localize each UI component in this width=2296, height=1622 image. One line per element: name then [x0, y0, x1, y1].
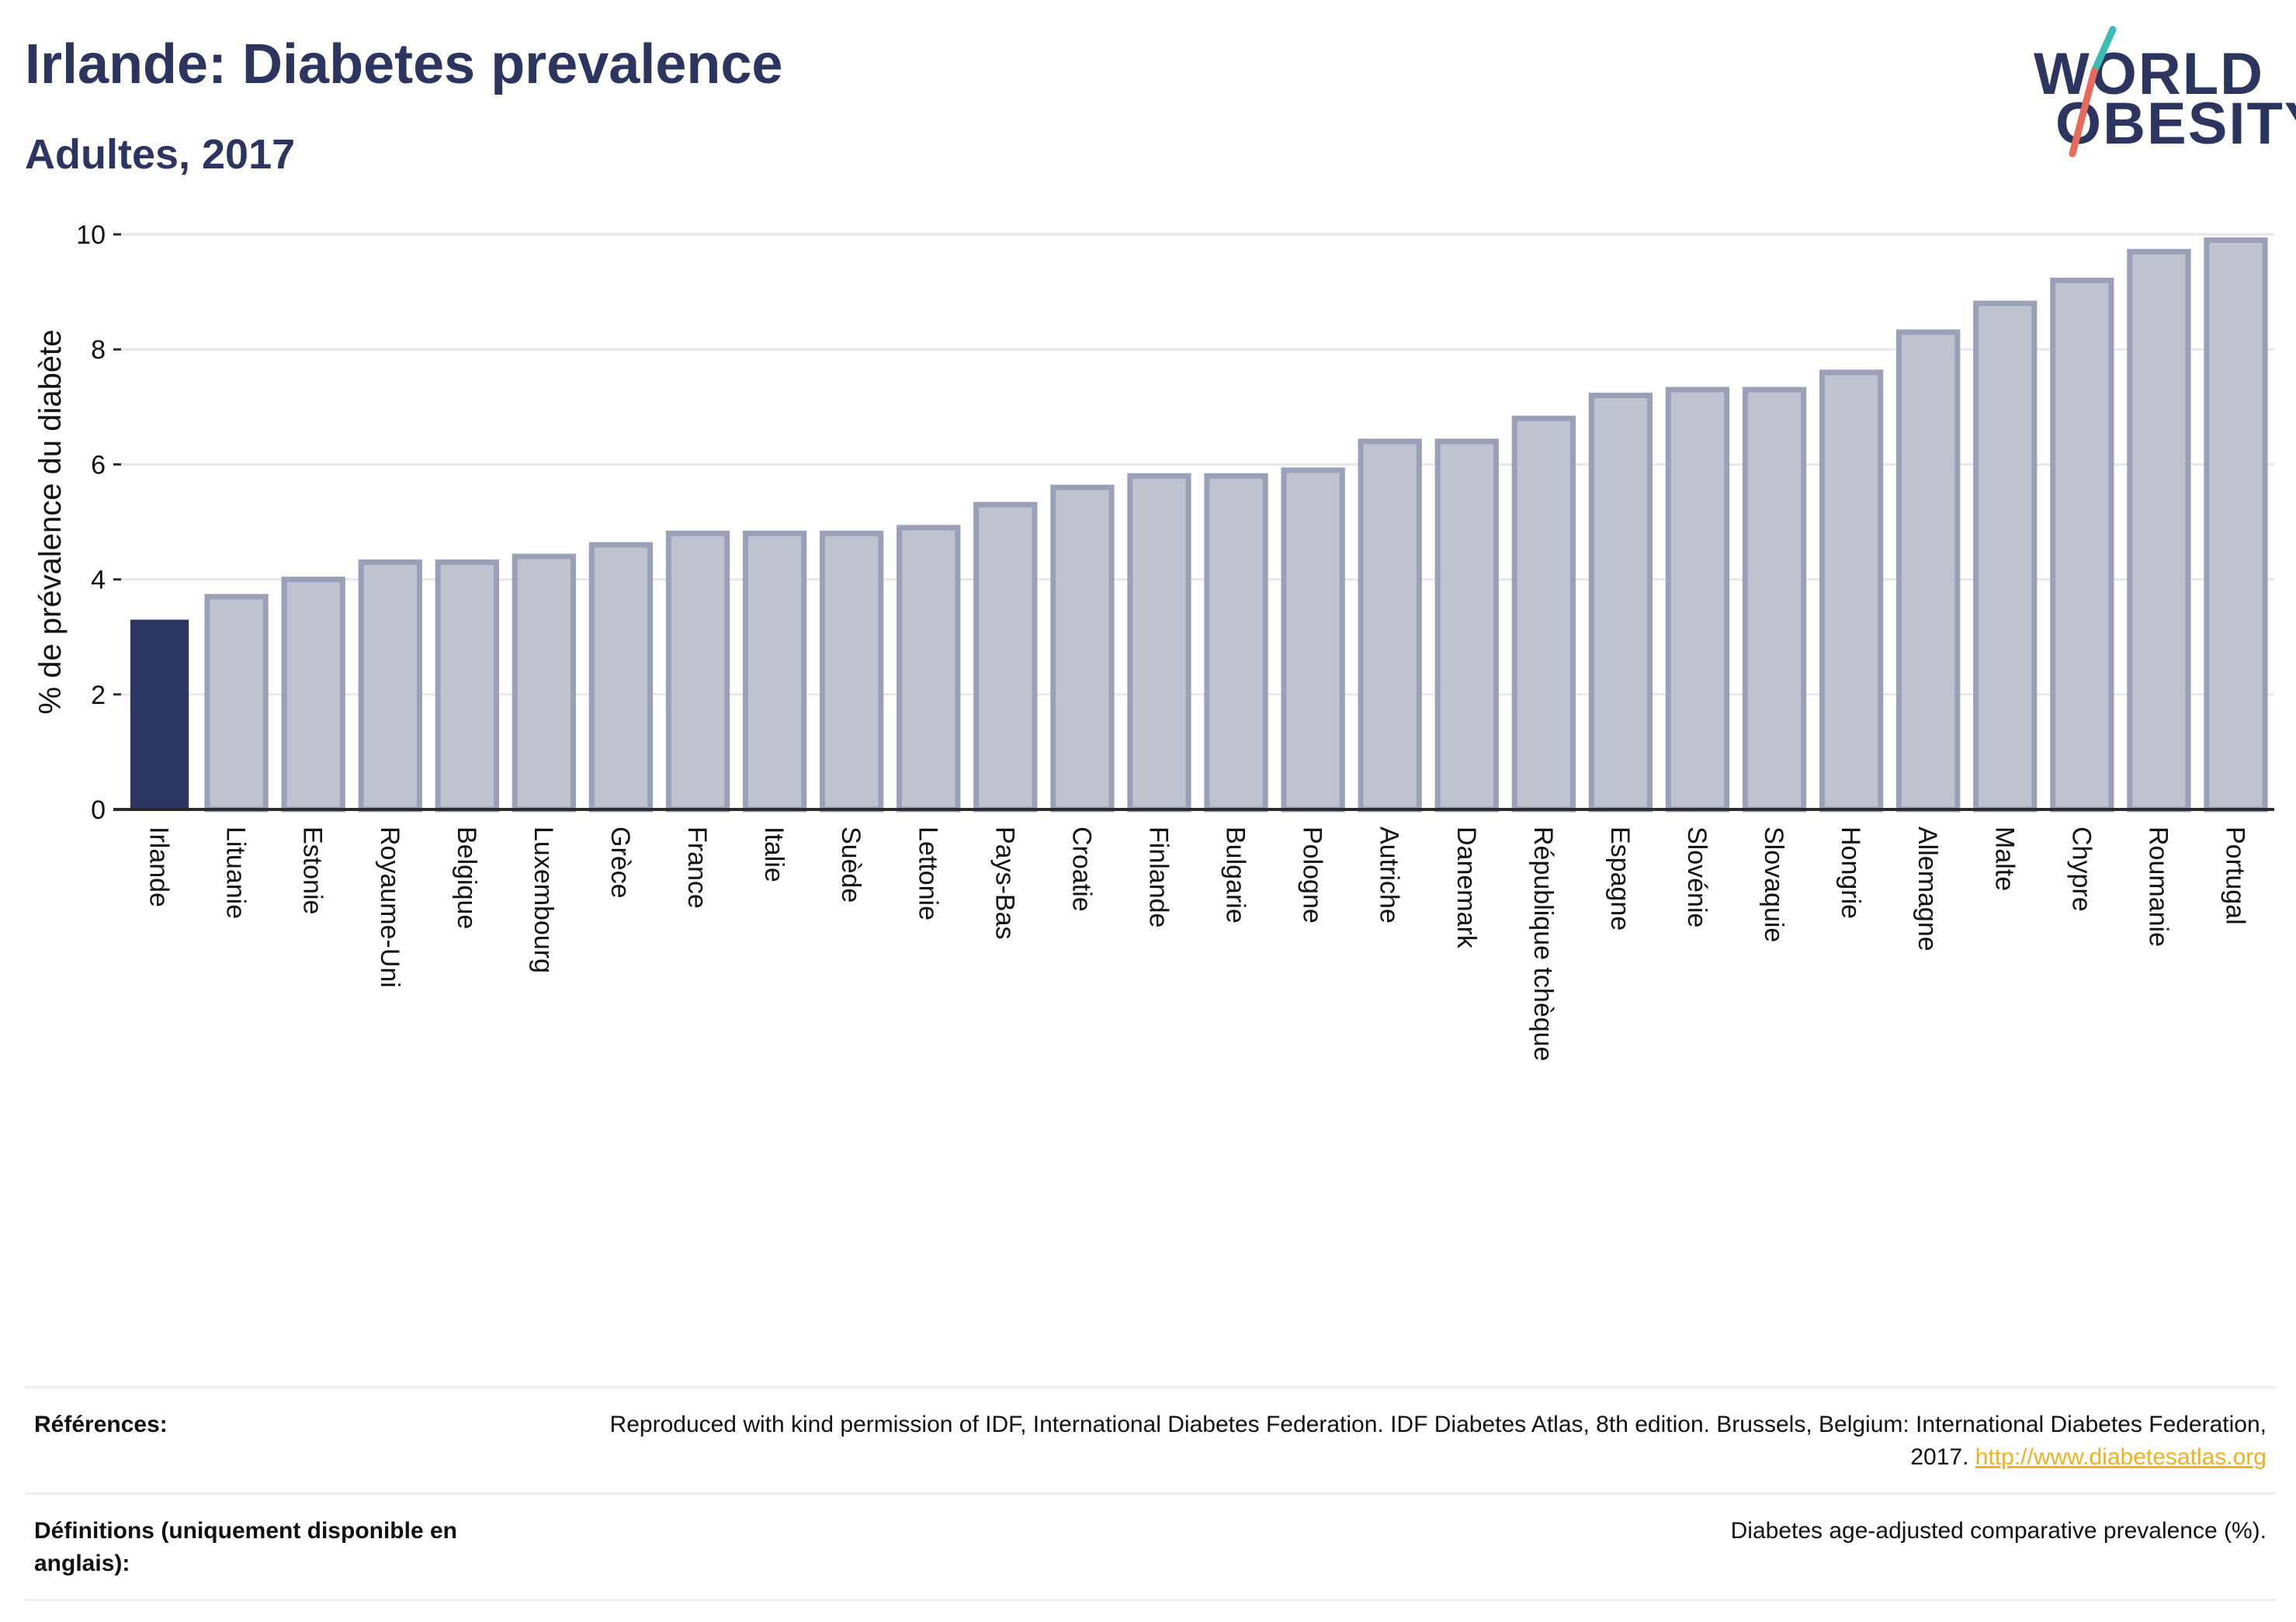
x-tick-label: Malte [1989, 827, 2019, 891]
bar [1050, 484, 1115, 813]
bar [665, 530, 730, 813]
bar [1204, 473, 1268, 813]
x-tick-label: Bulgarie [1221, 827, 1250, 924]
logo-slash-icon [2069, 26, 2117, 158]
logo-text-line2: OBESITY [2055, 91, 2296, 157]
bar [358, 559, 422, 813]
x-tick-label: Pays-Bas [990, 827, 1019, 940]
x-tick-label: Croatie [1066, 827, 1096, 912]
bar [1973, 300, 2038, 813]
x-tick-label: Luxembourg [529, 827, 558, 973]
references-row: Références: Reproduced with kind permiss… [25, 1386, 2276, 1492]
bar [204, 594, 269, 813]
bar [1358, 438, 1422, 813]
y-tick-label: 6 [91, 450, 106, 480]
x-tick-label: Finlande [1143, 827, 1173, 927]
x-tick-label: France [682, 827, 712, 909]
references-text: Reproduced with kind permission of IDF, … [609, 1412, 2267, 1470]
x-tick-label: Portugal [2220, 827, 2249, 925]
definitions-row: Définitions (uniquement disponible en an… [25, 1492, 2276, 1601]
bar [1665, 386, 1730, 813]
bar [1281, 467, 1345, 813]
x-tick-label: Roumanie [2143, 827, 2173, 947]
bar [973, 501, 1038, 813]
x-tick-label: Allemagne [1913, 827, 1942, 951]
references-link[interactable]: http://www.diabetesatlas.org [1975, 1444, 2267, 1470]
y-tick-label: 2 [91, 681, 106, 710]
page-subtitle: Adultes, 2017 [25, 131, 296, 178]
x-tick-label: Royaume-Uni [375, 827, 404, 988]
bar [1127, 473, 1191, 813]
bar [1588, 392, 1653, 813]
y-tick-label: 10 [76, 220, 106, 250]
x-tick-label: Lettonie [913, 827, 942, 920]
x-tick-label: Slovénie [1682, 827, 1712, 927]
y-tick-label: 4 [91, 566, 106, 595]
references-label: Références: [34, 1412, 168, 1437]
bar [2050, 277, 2114, 813]
page-title: Irlande: Diabetes prevalence [25, 33, 783, 95]
bar [897, 525, 961, 813]
bar [1896, 329, 1961, 813]
y-axis-label: % de prévalence du diabète [33, 330, 68, 715]
chart-axes: 0 2 4 6 8 10 Irlande Lituanie Estonie Royaume-Uni… [76, 220, 2274, 1061]
world-obesity-logo: WORLD OBESITY [2018, 23, 2296, 163]
x-tick-label: Hongrie [1836, 827, 1865, 919]
bar [742, 530, 807, 813]
x-tick-label: Irlande [144, 827, 174, 907]
diabetes-prevalence-bar-chart: 0 2 4 6 8 10 Irlande Lituanie Estonie Royaume-Uni… [33, 220, 2274, 1061]
x-tick-label: Estonie [298, 827, 328, 914]
definitions-label: Définitions (uniquement disponible en an… [34, 1518, 457, 1576]
bar [820, 530, 884, 813]
x-tick-label: Italie [759, 827, 789, 882]
x-tick-label: Danemark [1451, 827, 1481, 949]
bar [1511, 415, 1576, 813]
chart-footer: Références: Reproduced with kind permiss… [25, 1386, 2276, 1601]
logo-text-line1: WORLD [2034, 41, 2265, 107]
x-tick-label: Autriche [1375, 827, 1404, 924]
y-tick-label: 0 [91, 795, 106, 825]
bar [1434, 438, 1499, 813]
x-tick-label: Espagne [1605, 827, 1635, 931]
bar [130, 619, 189, 809]
x-tick-label: Lituanie [221, 827, 251, 919]
x-tick-label: République tchèque [1528, 827, 1558, 1061]
bar [2204, 237, 2268, 813]
x-tick-label: Grèce [605, 827, 635, 899]
bar [1819, 369, 1884, 813]
definitions-value: Diabetes age-adjusted comparative preval… [1730, 1518, 2267, 1544]
x-tick-label: Pologne [1298, 827, 1327, 924]
bar [1742, 386, 1807, 813]
y-tick-label: 8 [91, 335, 106, 365]
bar [588, 542, 654, 813]
x-tick-label: Slovaquie [1759, 827, 1788, 942]
references-value: Reproduced with kind permission of IDF, … [598, 1409, 2267, 1474]
chart-bars [130, 237, 2268, 813]
x-tick-label: Chypre [2066, 827, 2096, 912]
bar [512, 553, 577, 813]
x-tick-label: Suède [836, 827, 865, 903]
bar [435, 559, 499, 813]
bar [2127, 248, 2191, 813]
x-tick-label: Belgique [452, 827, 481, 929]
bar [281, 577, 345, 813]
